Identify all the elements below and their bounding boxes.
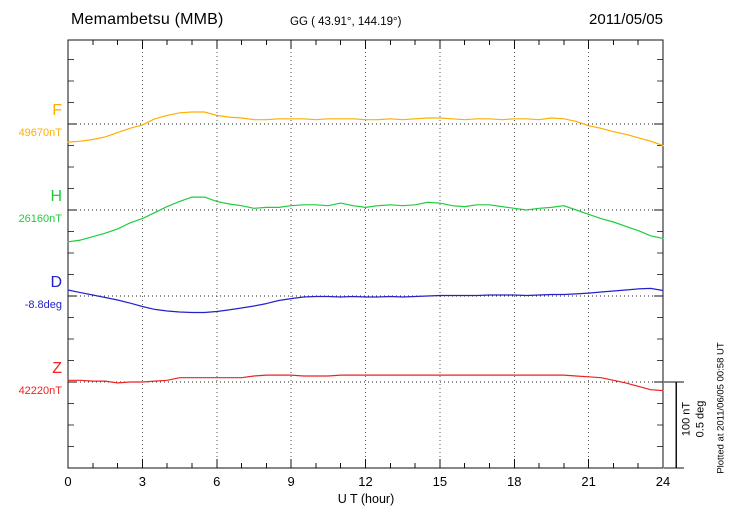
station-title: Memambetsu (MMB) — [71, 11, 224, 28]
scale-bar-nt-label: 100 nT — [680, 401, 693, 437]
plotted-at-note: Plotted at 2011/06/05 00:58 UT — [715, 342, 727, 474]
x-tick-label: 24 — [655, 474, 671, 489]
x-tick-label: 3 — [138, 474, 146, 489]
series-curve-Z — [67, 374, 664, 392]
x-axis-title: U T (hour) — [337, 492, 395, 506]
x-tick-label: 6 — [213, 474, 221, 489]
x-tick-label: 0 — [64, 474, 72, 489]
x-tick-label: 18 — [507, 474, 522, 489]
x-tick-label: 15 — [432, 474, 448, 489]
channel-reference-D: -8.8deg — [24, 299, 62, 311]
date-label: 2011/05/05 — [589, 11, 663, 28]
channel-letter-H: H — [50, 188, 62, 205]
series-curve-D — [67, 287, 664, 314]
channel-reference-H: 26160nT — [18, 213, 62, 225]
scale-bar-label: 100 nT 0.5 deg — [680, 401, 708, 438]
channel-reference-Z: 42220nT — [18, 385, 62, 397]
coordinates-label: GG ( 43.91°, 144.19°) — [290, 16, 402, 28]
x-tick-label: 9 — [287, 474, 295, 489]
series-curve-H — [67, 196, 664, 243]
channel-letter-F: F — [52, 102, 62, 119]
x-tick-label: 12 — [358, 474, 373, 489]
plot-frame — [67, 39, 664, 469]
channel-letter-D: D — [50, 274, 62, 291]
scale-bar-deg-label: 0.5 deg — [694, 400, 706, 438]
channel-reference-F: 49670nT — [18, 127, 62, 139]
series-curve-F — [67, 111, 664, 147]
channel-letter-Z: Z — [52, 360, 62, 377]
x-tick-label: 21 — [581, 474, 596, 489]
